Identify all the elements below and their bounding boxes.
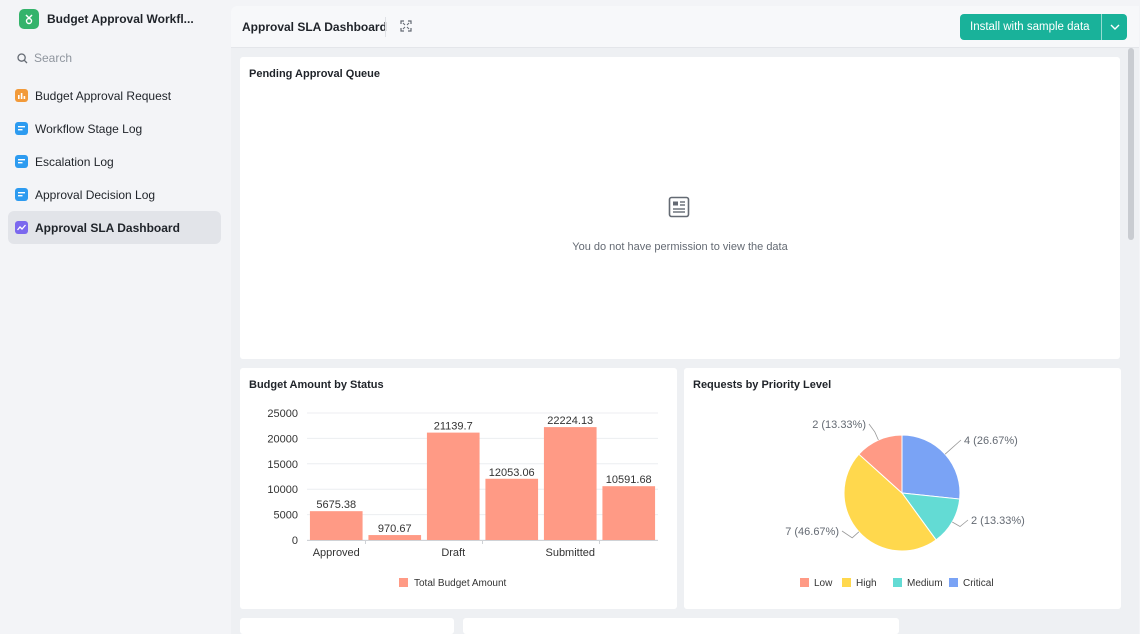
- dashboard-purple-icon: [15, 221, 28, 234]
- scrollbar-thumb[interactable]: [1128, 48, 1134, 240]
- card-title: Pending Approval Queue: [249, 68, 380, 80]
- budget-bar-chart: 0 5000 10000 15000 20000 25000 5675.38 970.67 21…: [267, 408, 658, 589]
- bar: [426, 432, 480, 540]
- data-label: 12053.06: [489, 467, 535, 479]
- app-title: Budget Approval Workfl...: [47, 12, 194, 26]
- table-blue-icon: [15, 155, 28, 168]
- main-area: Approval SLA Dashboard Install with samp…: [231, 6, 1139, 634]
- sidebar-item-workflow-stage-log[interactable]: Workflow Stage Log: [8, 112, 221, 145]
- pie-slice: [858, 434, 903, 495]
- pending-approval-queue-card: Pending Approval Queue You do not have p…: [240, 57, 1120, 359]
- search-placeholder: Search: [34, 51, 73, 65]
- y-tick-label: 25000: [267, 408, 298, 420]
- data-label: 10591.68: [606, 474, 652, 486]
- sidebar-item-escalation-log[interactable]: Escalation Log: [8, 145, 221, 178]
- legend-swatch: [949, 578, 958, 587]
- search-icon: [17, 52, 28, 63]
- app-header[interactable]: Budget Approval Workfl...: [19, 8, 194, 30]
- no-permission-icon: [668, 196, 690, 218]
- sidebar-item-label: Budget Approval Request: [35, 88, 172, 103]
- install-button-label: Install with sample data: [970, 21, 1090, 33]
- card-title: Budget Amount by Status: [249, 379, 384, 391]
- dashboard-card: [240, 618, 454, 634]
- chevron-down-icon[interactable]: [1102, 24, 1127, 30]
- divider: [1101, 14, 1102, 40]
- x-tick-label: Draft: [441, 547, 465, 559]
- pie-data-label: 2 (13.33%): [812, 419, 866, 431]
- sidebar-item-label: Approval SLA Dashboard: [35, 220, 180, 235]
- pie-data-label: 7 (46.67%): [785, 526, 839, 538]
- sidebar-item-approval-sla-dashboard[interactable]: Approval SLA Dashboard: [8, 211, 221, 244]
- pie-slice: [843, 453, 937, 552]
- legend-label: Medium: [907, 578, 943, 589]
- legend-label: High: [856, 578, 877, 589]
- budget-amount-by-status-card: Budget Amount by Status 0 5000 10000 15000 2…: [240, 368, 677, 609]
- pie-data-label: 4 (26.67%): [964, 435, 1018, 447]
- app-logo-icon: [19, 9, 39, 29]
- legend-label: Total Budget Amount: [414, 578, 507, 589]
- dashboard-card: [463, 618, 899, 634]
- install-with-sample-data-button[interactable]: Install with sample data: [960, 14, 1127, 40]
- card-title: Requests by Priority Level: [693, 379, 832, 391]
- sidebar-item-label: Workflow Stage Log: [35, 121, 143, 136]
- sidebar-item-label: Escalation Log: [35, 154, 114, 169]
- bar: [309, 511, 363, 540]
- sidebar-item-budget-approval-request[interactable]: Budget Approval Request: [8, 79, 221, 112]
- y-tick-label: 15000: [267, 459, 298, 471]
- label-leader: [841, 530, 860, 539]
- x-tick-label: Approved: [313, 547, 360, 559]
- priority-pie-chart: 2 (13.33%) 4 (26.67%) 2 (13.33%) 7 (46.67%)…: [785, 419, 1025, 589]
- label-leader: [944, 439, 962, 455]
- label-leader: [952, 519, 969, 527]
- y-tick-label: 20000: [267, 433, 298, 445]
- sidebar: Budget Approval Workfl... Search Budget …: [0, 0, 230, 634]
- data-label: 21139.7: [434, 421, 473, 433]
- pie-slice: [901, 434, 961, 500]
- x-tick-label: Submitted: [545, 547, 595, 559]
- bar: [368, 535, 422, 540]
- bar: [485, 478, 539, 540]
- data-label: 5675.38: [316, 499, 356, 511]
- page-title: Approval SLA Dashboard: [242, 20, 387, 34]
- sidebar-nav: Budget Approval Request Workflow Stage L…: [8, 79, 221, 244]
- data-label: 970.67: [378, 523, 412, 535]
- empty-state-message: You do not have permission to view the d…: [572, 241, 788, 253]
- legend-swatch: [893, 578, 902, 587]
- legend-swatch: [800, 578, 809, 587]
- bar: [543, 427, 597, 540]
- legend-swatch: [399, 578, 408, 587]
- divider: [385, 17, 386, 37]
- legend-label: Critical: [963, 578, 994, 589]
- fullscreen-icon[interactable]: [399, 19, 413, 33]
- search-input[interactable]: Search: [17, 50, 72, 66]
- y-tick-label: 5000: [274, 510, 298, 522]
- table-orange-icon: [15, 89, 28, 102]
- requests-by-priority-card: Requests by Priority Level 2 (13.33%) 4 (…: [684, 368, 1121, 609]
- table-blue-icon: [15, 188, 28, 201]
- legend-label: Low: [814, 578, 833, 589]
- bar: [602, 486, 656, 540]
- data-label: 22224.13: [547, 415, 593, 427]
- sidebar-item-label: Approval Decision Log: [35, 187, 156, 202]
- sidebar-item-approval-decision-log[interactable]: Approval Decision Log: [8, 178, 221, 211]
- dashboard-header: Approval SLA Dashboard Install with samp…: [231, 6, 1139, 48]
- table-blue-icon: [15, 122, 28, 135]
- pie-data-label: 2 (13.33%): [971, 515, 1025, 527]
- y-tick-label: 10000: [267, 484, 298, 496]
- legend-swatch: [842, 578, 851, 587]
- label-leader: [868, 423, 879, 441]
- y-tick-label: 0: [292, 535, 298, 547]
